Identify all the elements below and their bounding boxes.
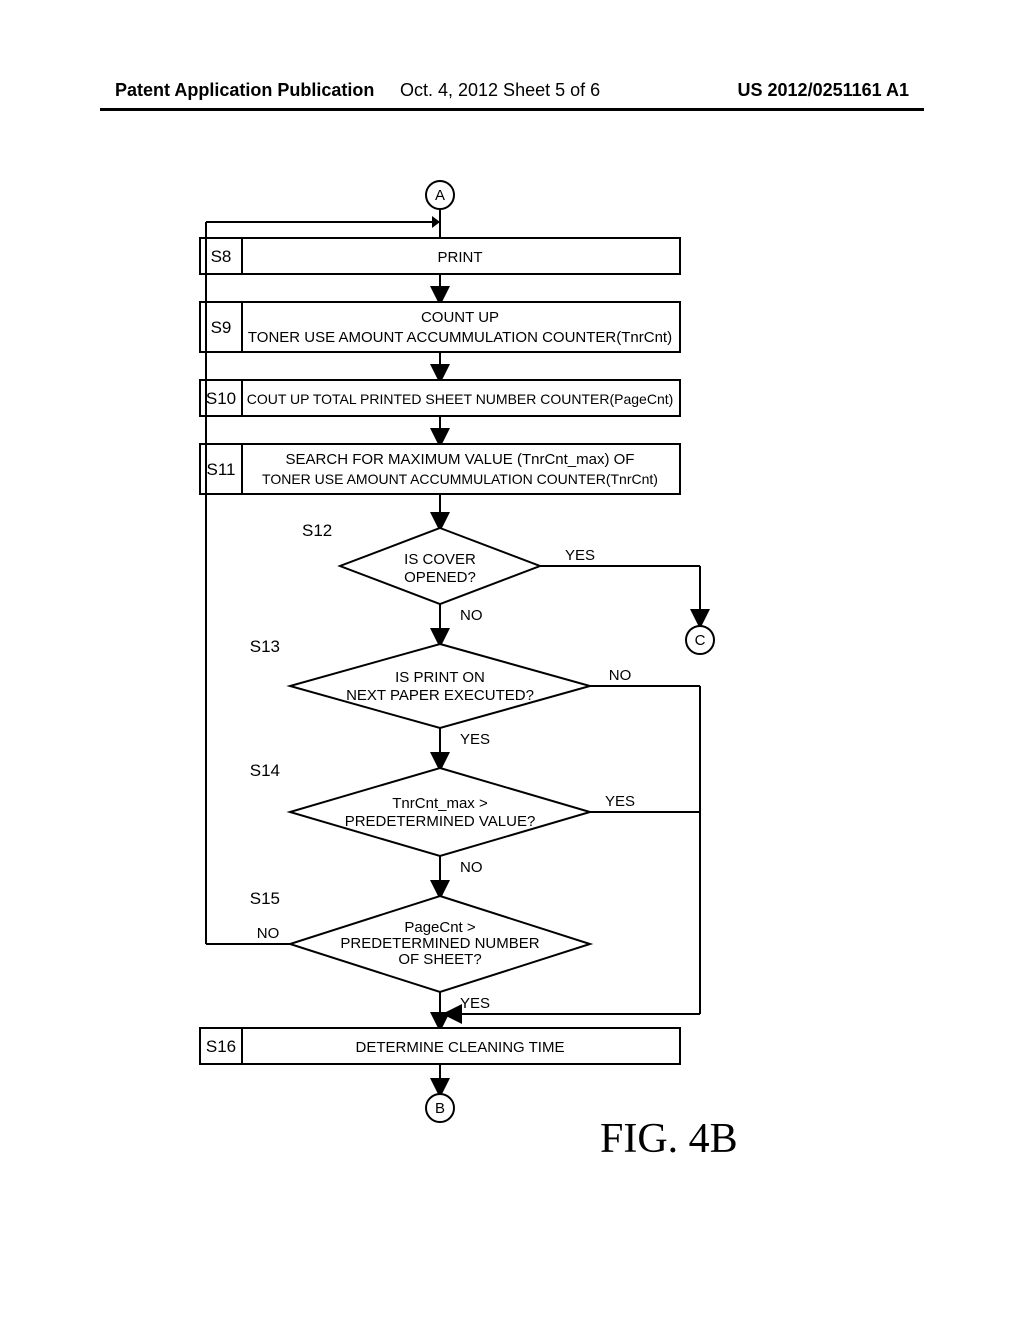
svg-text:YES: YES	[565, 547, 595, 564]
svg-text:PageCnt >: PageCnt >	[404, 919, 476, 936]
svg-text:A: A	[435, 187, 445, 204]
svg-text:IS PRINT ON: IS PRINT ON	[395, 669, 485, 686]
svg-text:SEARCH FOR MAXIMUM VALUE (TnrC: SEARCH FOR MAXIMUM VALUE (TnrCnt_max) OF	[286, 451, 635, 468]
svg-text:S14: S14	[250, 761, 280, 780]
svg-text:S16: S16	[206, 1037, 236, 1056]
svg-text:TONER USE AMOUNT ACCUMMULATION: TONER USE AMOUNT ACCUMMULATION COUNTER(T…	[248, 329, 672, 346]
figure-label: FIG. 4B	[600, 1115, 738, 1163]
svg-text:B: B	[435, 1100, 445, 1117]
svg-text:TONER USE AMOUNT ACCUMMULATION: TONER USE AMOUNT ACCUMMULATION COUNTER(T…	[262, 471, 658, 487]
svg-text:OPENED?: OPENED?	[404, 569, 476, 586]
svg-text:YES: YES	[460, 995, 490, 1012]
svg-text:OF SHEET?: OF SHEET?	[398, 951, 481, 968]
svg-text:S10: S10	[206, 389, 236, 408]
svg-text:S11: S11	[207, 460, 236, 479]
svg-text:NO: NO	[460, 607, 483, 624]
svg-text:PRINT: PRINT	[438, 249, 483, 266]
svg-text:COUT UP TOTAL PRINTED SHEET NU: COUT UP TOTAL PRINTED SHEET NUMBER COUNT…	[247, 391, 674, 407]
svg-text:IS COVER: IS COVER	[404, 551, 476, 568]
decision-s13	[290, 644, 590, 728]
svg-text:S15: S15	[250, 889, 280, 908]
svg-text:NO: NO	[609, 667, 632, 684]
svg-text:COUNT UP: COUNT UP	[421, 309, 499, 326]
svg-text:S13: S13	[250, 637, 280, 656]
svg-text:NO: NO	[460, 859, 483, 876]
svg-text:S9: S9	[211, 318, 232, 337]
svg-text:DETERMINE CLEANING TIME: DETERMINE CLEANING TIME	[356, 1039, 565, 1056]
svg-text:TnrCnt_max >: TnrCnt_max >	[392, 795, 488, 812]
svg-text:YES: YES	[460, 731, 490, 748]
decision-s14	[290, 768, 590, 856]
svg-text:NEXT PAPER EXECUTED?: NEXT PAPER EXECUTED?	[346, 687, 534, 704]
svg-text:PREDETERMINED VALUE?: PREDETERMINED VALUE?	[345, 813, 536, 830]
flowchart: A S8 PRINT S9 COUNT UP TONER USE AMOUNT ACCUM…	[0, 0, 1024, 1320]
svg-text:NO: NO	[257, 925, 280, 942]
svg-text:S8: S8	[211, 247, 232, 266]
svg-text:YES: YES	[605, 793, 635, 810]
svg-text:C: C	[695, 632, 706, 649]
svg-text:PREDETERMINED NUMBER: PREDETERMINED NUMBER	[340, 935, 539, 952]
svg-text:S12: S12	[302, 521, 332, 540]
